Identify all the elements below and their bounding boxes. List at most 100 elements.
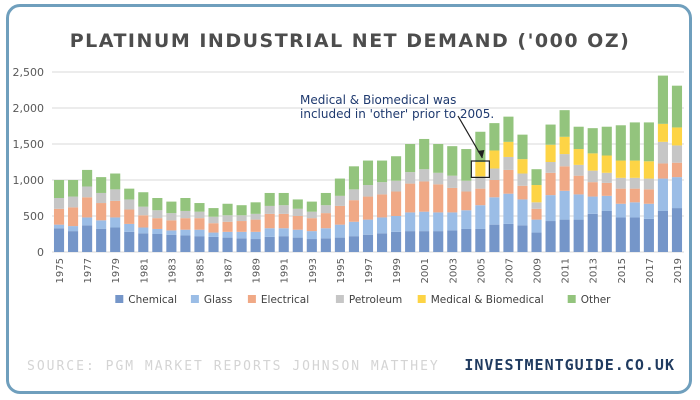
bar-segment (601, 126, 612, 156)
bar-segment (292, 229, 303, 238)
bar-segment (643, 203, 654, 219)
x-tick-label: 2005 (476, 258, 487, 283)
bar-segment (320, 213, 331, 229)
bar-segment (194, 203, 205, 212)
bar-segment (180, 229, 191, 236)
bar-segment (208, 208, 219, 217)
bar-segment (517, 134, 528, 160)
bar-segment (405, 183, 416, 213)
bar-segment (643, 178, 654, 190)
annotation-arrow-head (477, 150, 485, 158)
bar-segment (475, 205, 486, 229)
bar-segment (573, 194, 584, 220)
bar-segment (166, 230, 177, 235)
bar-segment (194, 211, 205, 219)
bar-segment (559, 190, 570, 220)
legend-swatch (417, 295, 426, 303)
bar-segment (278, 228, 289, 237)
bar-segment (68, 196, 79, 208)
bar-segment (138, 227, 149, 234)
bar-segment (503, 156, 514, 170)
bar-segment (82, 217, 93, 226)
bar-segment (306, 201, 317, 212)
bar-segment (68, 180, 79, 197)
bar-segment (671, 177, 683, 209)
bar-segment (391, 231, 402, 252)
bar-segment (222, 203, 233, 216)
bar-segment (96, 220, 107, 229)
bar-segment (419, 138, 430, 170)
bar-segment (587, 196, 598, 214)
x-tick-label: 1987 (224, 258, 235, 283)
bar-segment (320, 192, 331, 206)
bar-segment (278, 213, 289, 229)
bar-segment (531, 185, 542, 203)
bar-segment (376, 194, 388, 218)
bar-segment (391, 180, 402, 192)
legend-swatch (190, 295, 199, 303)
highlight-box (470, 160, 490, 178)
bar-segment (124, 199, 135, 210)
legend-swatch (247, 295, 256, 303)
y-tick-label: 1,500 (13, 138, 45, 151)
bar-segment (82, 197, 93, 218)
bar-segment (222, 237, 233, 252)
bar-segment (615, 160, 626, 178)
bar-segment (503, 193, 514, 224)
x-tick-label: 2007 (504, 258, 515, 283)
bar-segment (292, 199, 303, 209)
bar-segment (657, 178, 668, 211)
x-tick-label: 1989 (252, 258, 263, 283)
bar-segment (68, 231, 79, 252)
bar-segment (236, 215, 247, 222)
x-tick-label: 2015 (617, 258, 628, 283)
bar-segment (545, 162, 556, 173)
x-tick-label: 2009 (533, 258, 544, 283)
bar-segment (222, 215, 233, 222)
bar-segment (264, 236, 275, 252)
bar-segment (306, 211, 317, 219)
bar-segment (152, 234, 163, 252)
x-tick-label: 1979 (111, 258, 122, 283)
bar-segment (447, 212, 458, 231)
bar-segment (236, 231, 247, 239)
bar-segment (559, 219, 570, 252)
bar-segment (334, 195, 345, 206)
bar-segment (475, 228, 486, 252)
bar-segment (124, 223, 135, 232)
bar-segment (615, 177, 626, 189)
bar-segment (447, 175, 458, 188)
bar-segment (503, 169, 514, 194)
bar-segment (236, 221, 247, 232)
bar-segment (138, 206, 149, 216)
bar-segment (152, 210, 163, 219)
bar-segment (461, 210, 472, 229)
bar-segment (250, 219, 261, 232)
bar-segment (334, 237, 345, 252)
bar-segment (559, 154, 570, 167)
bar-segment (489, 180, 500, 198)
bar-segment (82, 169, 93, 187)
legend-label: Other (581, 294, 611, 306)
bar-segment (124, 209, 135, 224)
bar-segment (405, 231, 416, 252)
x-tick-label: 1995 (336, 258, 347, 283)
legend-label: Medical & Biomedical (431, 294, 544, 306)
legend-swatch (567, 295, 576, 303)
bar-segment (573, 126, 584, 150)
bar-segment (96, 177, 107, 193)
bar-segment (96, 203, 107, 221)
bar-segment (615, 188, 626, 204)
annotation-text: Medical & Biomedical was (300, 93, 456, 107)
bar-segment (306, 231, 317, 240)
bar-segment (545, 195, 556, 222)
bar-segment (348, 166, 360, 190)
x-tick-label: 1993 (308, 258, 319, 283)
bar-segment (250, 231, 261, 240)
bar-segment (138, 233, 149, 252)
legend-label: Electrical (261, 294, 309, 306)
bar-segment (447, 146, 458, 176)
bar-segment (447, 187, 458, 213)
bar-segment (433, 212, 444, 232)
